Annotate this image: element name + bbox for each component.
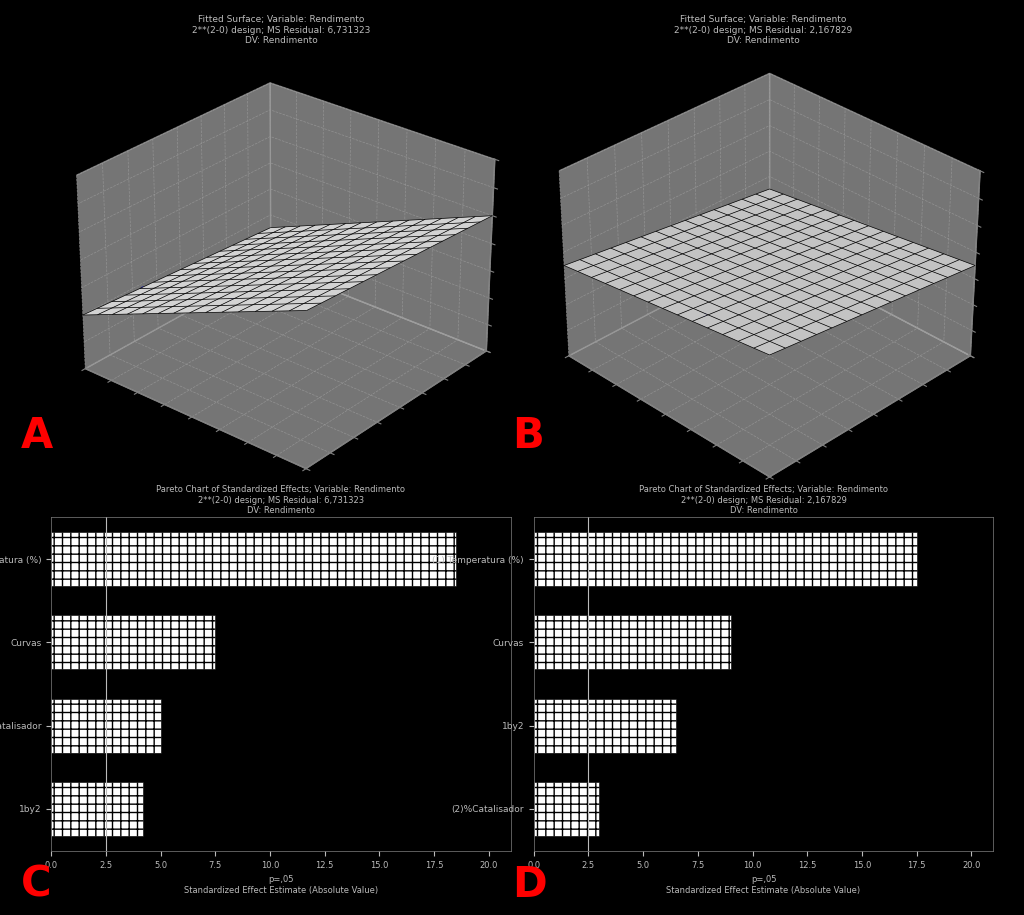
- X-axis label: p=,05
Standardized Effect Estimate (Absolute Value): p=,05 Standardized Effect Estimate (Abso…: [184, 876, 378, 895]
- Title: Pareto Chart of Standardized Effects; Variable: Rendimento
2**(2-0) design; MS R: Pareto Chart of Standardized Effects; Va…: [639, 485, 888, 515]
- Bar: [534, 781, 599, 835]
- Bar: [51, 616, 215, 670]
- Text: B: B: [512, 415, 544, 458]
- Bar: [51, 533, 456, 587]
- Title: Pareto Chart of Standardized Effects; Variable: Rendimento
2**(2-0) design; MS R: Pareto Chart of Standardized Effects; Va…: [157, 485, 406, 515]
- Text: A: A: [20, 415, 52, 458]
- Text: D: D: [512, 864, 547, 906]
- Bar: [51, 698, 161, 753]
- Text: C: C: [20, 864, 51, 906]
- Bar: [51, 781, 143, 835]
- Title: Fitted Surface; Variable: Rendimento
2**(2-0) design; MS Residual: 6,731323
DV: : Fitted Surface; Variable: Rendimento 2**…: [191, 16, 370, 45]
- Title: Fitted Surface; Variable: Rendimento
2**(2-0) design; MS Residual: 2,167829
DV: : Fitted Surface; Variable: Rendimento 2**…: [675, 16, 853, 45]
- Bar: [534, 698, 676, 753]
- Bar: [534, 616, 731, 670]
- X-axis label: p=,05
Standardized Effect Estimate (Absolute Value): p=,05 Standardized Effect Estimate (Abso…: [667, 876, 860, 895]
- Bar: [534, 533, 916, 587]
